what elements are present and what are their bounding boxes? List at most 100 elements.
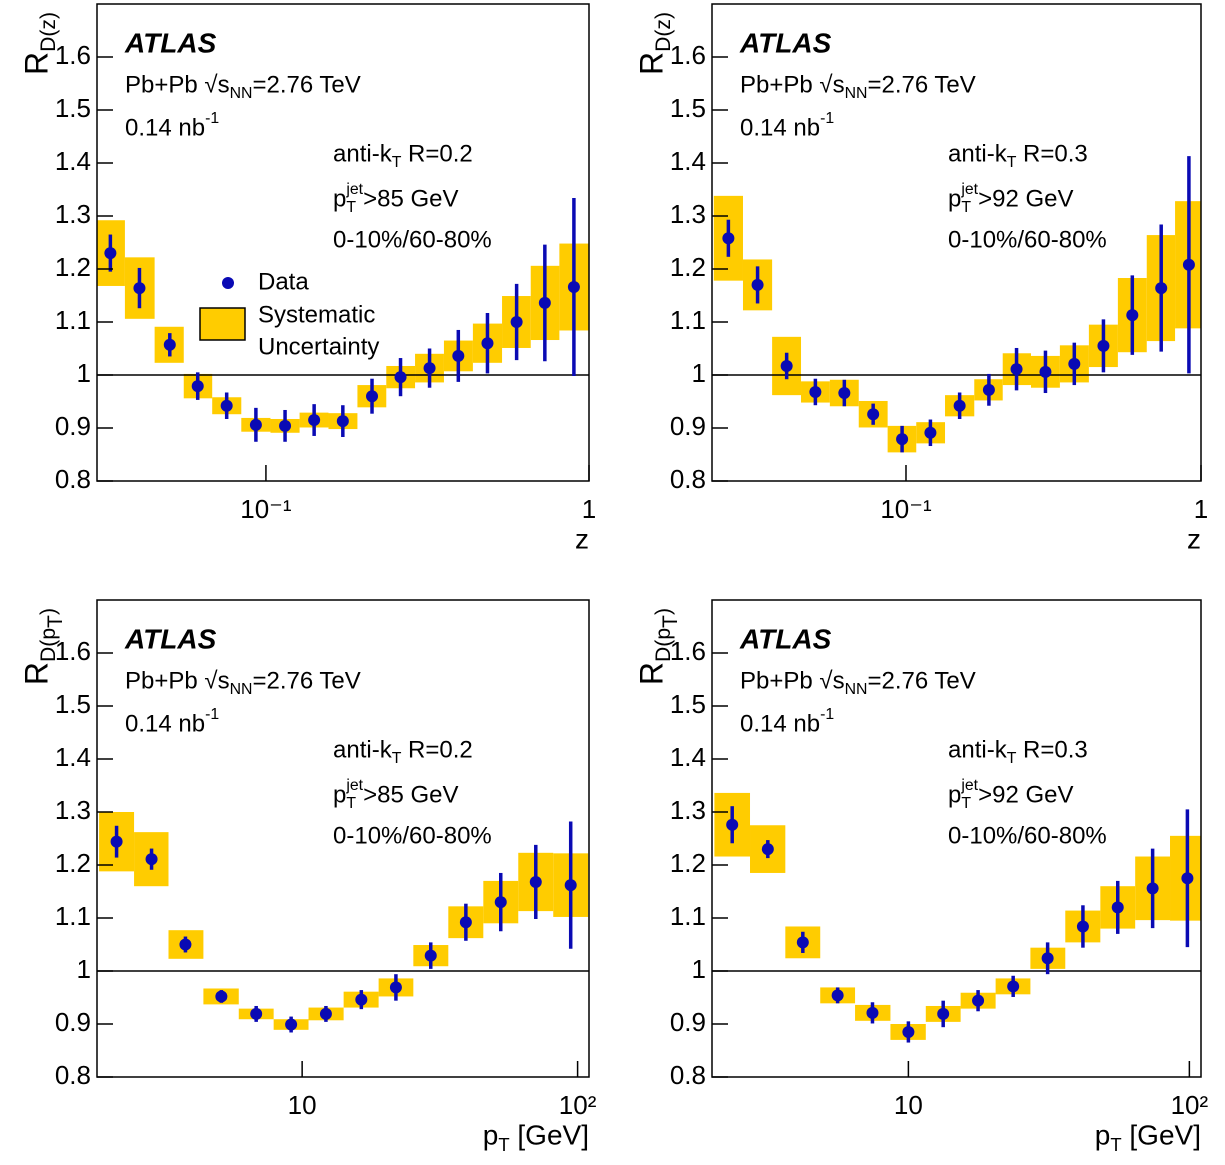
x-axis-label: T bbox=[1110, 1134, 1121, 1155]
annotation: >85 GeV bbox=[363, 781, 458, 808]
y-axis-title: RD(z) bbox=[633, 12, 674, 75]
x-axis-title: z bbox=[1187, 523, 1201, 554]
data-point bbox=[389, 981, 402, 994]
annotation: -1 bbox=[820, 110, 834, 127]
y-tick-label: 1.6 bbox=[670, 40, 706, 70]
data-point bbox=[250, 1007, 263, 1020]
plot-area bbox=[97, 197, 589, 442]
annotation: ATLAS bbox=[124, 27, 217, 58]
annotation: -1 bbox=[205, 110, 219, 127]
data-point bbox=[1097, 339, 1110, 352]
y-axis-title: RD(pT) bbox=[633, 608, 682, 685]
y-tick-label: 0.8 bbox=[55, 464, 91, 494]
annotation: 0-10%/60-80% bbox=[333, 226, 492, 253]
annotation: Pb+Pb bbox=[125, 667, 204, 694]
annotation: 0.14 nb bbox=[740, 114, 820, 141]
annotation: p bbox=[948, 185, 961, 212]
x-tick-label: 10² bbox=[1171, 1090, 1209, 1120]
data-point bbox=[529, 875, 542, 888]
x-axis-label: p bbox=[1095, 1119, 1111, 1150]
y-tick-label: 1 bbox=[77, 954, 91, 984]
data-point bbox=[424, 949, 437, 962]
frame bbox=[711, 599, 1202, 1078]
y-axis-title: RD(z) bbox=[18, 12, 59, 75]
x-tick-label: 10 bbox=[288, 1090, 317, 1120]
x-tick-label: 10 bbox=[894, 1090, 923, 1120]
data-point bbox=[1126, 309, 1139, 322]
data-point bbox=[336, 415, 349, 428]
annotation: s bbox=[833, 71, 845, 98]
y-tick-label: 1.2 bbox=[55, 252, 91, 282]
legend-label: Systematic bbox=[258, 301, 375, 328]
annotation: T bbox=[346, 199, 356, 216]
annotation: Pb+Pb bbox=[125, 71, 204, 98]
annotation: =2.76 TeV bbox=[867, 71, 975, 98]
x-tick-label: 1 bbox=[582, 494, 596, 524]
y-axis-title-inner: RD(z) bbox=[633, 12, 674, 75]
data-point bbox=[780, 359, 793, 372]
data-point bbox=[866, 1006, 879, 1019]
y-tick-label: 1.6 bbox=[670, 636, 706, 666]
annotation: p bbox=[948, 781, 961, 808]
x-tick-label: 1 bbox=[1194, 494, 1208, 524]
data-point bbox=[394, 371, 407, 384]
y-tick-label: 0.8 bbox=[670, 464, 706, 494]
annotation: >92 GeV bbox=[978, 781, 1073, 808]
y-tick-label: 0.9 bbox=[55, 1007, 91, 1037]
y-tick-label: 1.4 bbox=[55, 146, 91, 176]
plot-area bbox=[712, 156, 1201, 453]
y-axis-label: T bbox=[659, 615, 682, 628]
y-tick-label: 1.1 bbox=[55, 305, 91, 335]
annotation: T bbox=[1007, 154, 1017, 171]
y-axis-label: R bbox=[18, 662, 54, 685]
x-axis-label: z bbox=[1187, 523, 1201, 554]
y-tick-label: 0.9 bbox=[670, 411, 706, 441]
data-point bbox=[867, 408, 880, 421]
frame bbox=[96, 599, 590, 1078]
data-point bbox=[494, 896, 507, 909]
legend-label: Data bbox=[258, 268, 309, 295]
y-axis-label: ) bbox=[652, 608, 675, 615]
data-point bbox=[796, 936, 809, 949]
y-tick-label: 1.6 bbox=[55, 40, 91, 70]
annotation: R=0.2 bbox=[401, 736, 472, 763]
data-point bbox=[1155, 282, 1168, 295]
y-tick-label: 1.5 bbox=[670, 689, 706, 719]
data-point bbox=[937, 1007, 950, 1020]
annotation: p bbox=[333, 781, 346, 808]
data-point bbox=[319, 1007, 332, 1020]
annotation: anti-k bbox=[333, 140, 393, 167]
annotation: s bbox=[218, 71, 230, 98]
data-point bbox=[726, 818, 739, 831]
data-point bbox=[452, 349, 465, 362]
y-axis-label: T bbox=[44, 615, 67, 628]
x-tick-label: 10⁻¹ bbox=[240, 494, 292, 524]
y-tick-label: 1.4 bbox=[670, 146, 706, 176]
y-tick-label: 1 bbox=[77, 358, 91, 388]
annotation: 0-10%/60-80% bbox=[333, 822, 492, 849]
data-point bbox=[355, 993, 368, 1006]
y-tick-label: 1.3 bbox=[670, 199, 706, 229]
annotation: NN bbox=[845, 85, 868, 102]
legend-box bbox=[199, 307, 246, 341]
data-point bbox=[423, 362, 436, 375]
y-tick-label: 0.8 bbox=[55, 1060, 91, 1090]
y-axis-label: D(p bbox=[37, 628, 60, 662]
annotation: anti-k bbox=[333, 736, 393, 763]
annotation: 0-10%/60-80% bbox=[948, 226, 1107, 253]
annotation: R=0.3 bbox=[1016, 736, 1087, 763]
annotation: >85 GeV bbox=[363, 185, 458, 212]
y-axis-label: R bbox=[633, 662, 669, 685]
data-point bbox=[567, 281, 580, 294]
annotation: √ bbox=[204, 667, 218, 694]
legend-marker bbox=[222, 277, 234, 289]
annotation: s bbox=[218, 667, 230, 694]
data-point bbox=[1039, 365, 1052, 378]
data-point bbox=[538, 296, 551, 309]
x-axis-title: z bbox=[575, 523, 589, 554]
annotation: jet bbox=[345, 777, 363, 794]
data-point bbox=[1007, 980, 1020, 993]
annotation: p bbox=[333, 185, 346, 212]
y-axis-label: D(z) bbox=[37, 12, 60, 52]
